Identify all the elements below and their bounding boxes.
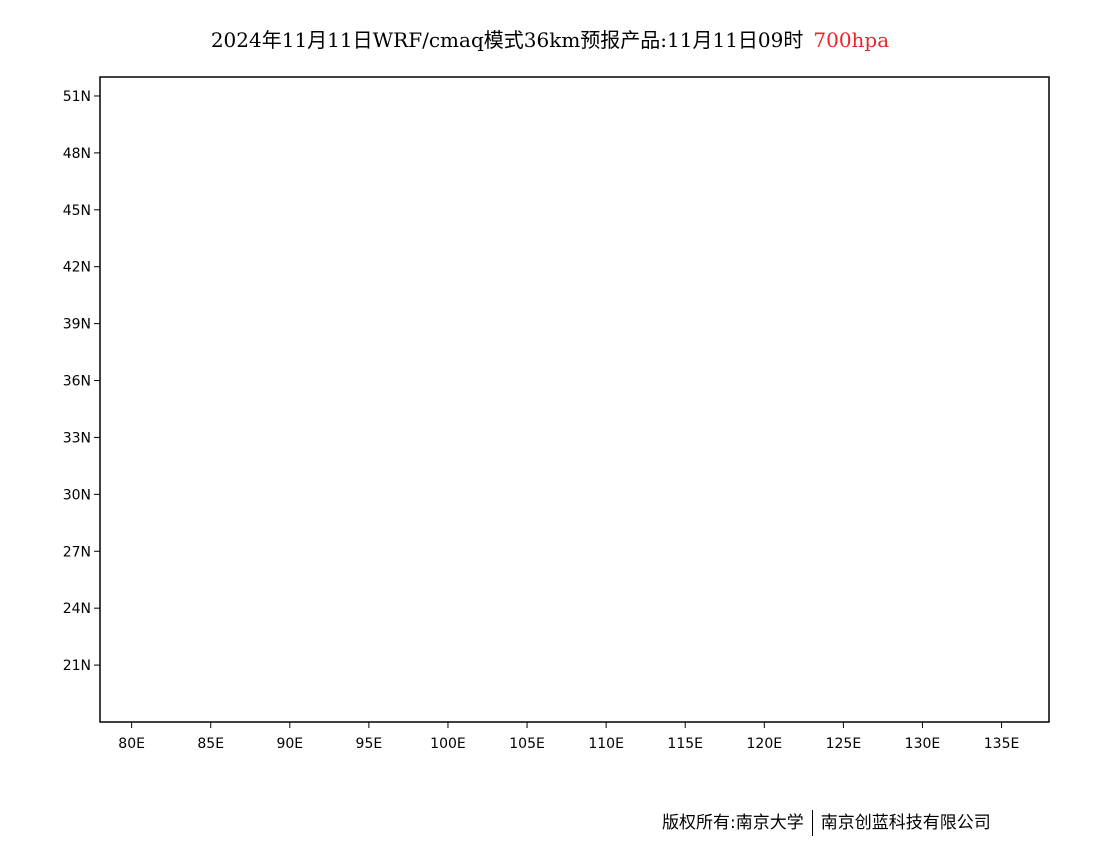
lat-tick-label: 24N — [63, 601, 91, 617]
lon-tick-label: 80E — [118, 736, 145, 752]
lon-tick-label: 95E — [356, 736, 383, 752]
lat-tick-label: 39N — [63, 317, 91, 333]
lat-tick-label: 30N — [63, 487, 91, 503]
lon-tick-label: 130E — [905, 736, 941, 752]
lon-tick-label: 85E — [197, 736, 224, 752]
lat-tick-label: 27N — [63, 544, 91, 560]
lat-tick-label: 42N — [63, 260, 91, 276]
axis-ticks: 80E 85E 90E 95E 100E 105E 110E 115E 120E 125E 130E… — [63, 89, 1020, 752]
title-text: 2024年11月11日WRF/cmaq模式36km预报产品:11月11日09时 — [210, 28, 804, 52]
lon-tick-label: 115E — [667, 736, 703, 752]
map-title: 2024年11月11日WRF/cmaq模式36km预报产品:11月11日09时 7… — [0, 24, 1100, 53]
lat-tick-label: 36N — [63, 374, 91, 390]
map-border — [99, 76, 1050, 723]
lon-tick-label: 125E — [826, 736, 862, 752]
lat-tick-label: 21N — [63, 658, 91, 674]
lon-tick-label: 120E — [747, 736, 783, 752]
lon-tick-label: 105E — [509, 736, 545, 752]
footer-divider — [811, 810, 813, 836]
lat-tick-label: 33N — [63, 430, 91, 446]
map-background — [100, 77, 1049, 722]
copyright-text: 版权所有:南京大学 — [662, 813, 804, 833]
lon-tick-label: 90E — [276, 736, 303, 752]
lat-tick-label: 45N — [63, 203, 91, 219]
lat-tick-label: 51N — [63, 89, 91, 105]
pressure-level: 700hpa — [813, 28, 890, 52]
lon-tick-label: 100E — [430, 736, 466, 752]
footer: 版权所有:南京大学 南京创蓝科技有限公司 — [662, 808, 991, 836]
map-frame — [99, 76, 1050, 723]
lon-tick-label: 135E — [984, 736, 1020, 752]
lat-tick-label: 48N — [63, 146, 91, 162]
lon-tick-label: 110E — [588, 736, 624, 752]
company-text: 南京创蓝科技有限公司 — [820, 813, 991, 833]
